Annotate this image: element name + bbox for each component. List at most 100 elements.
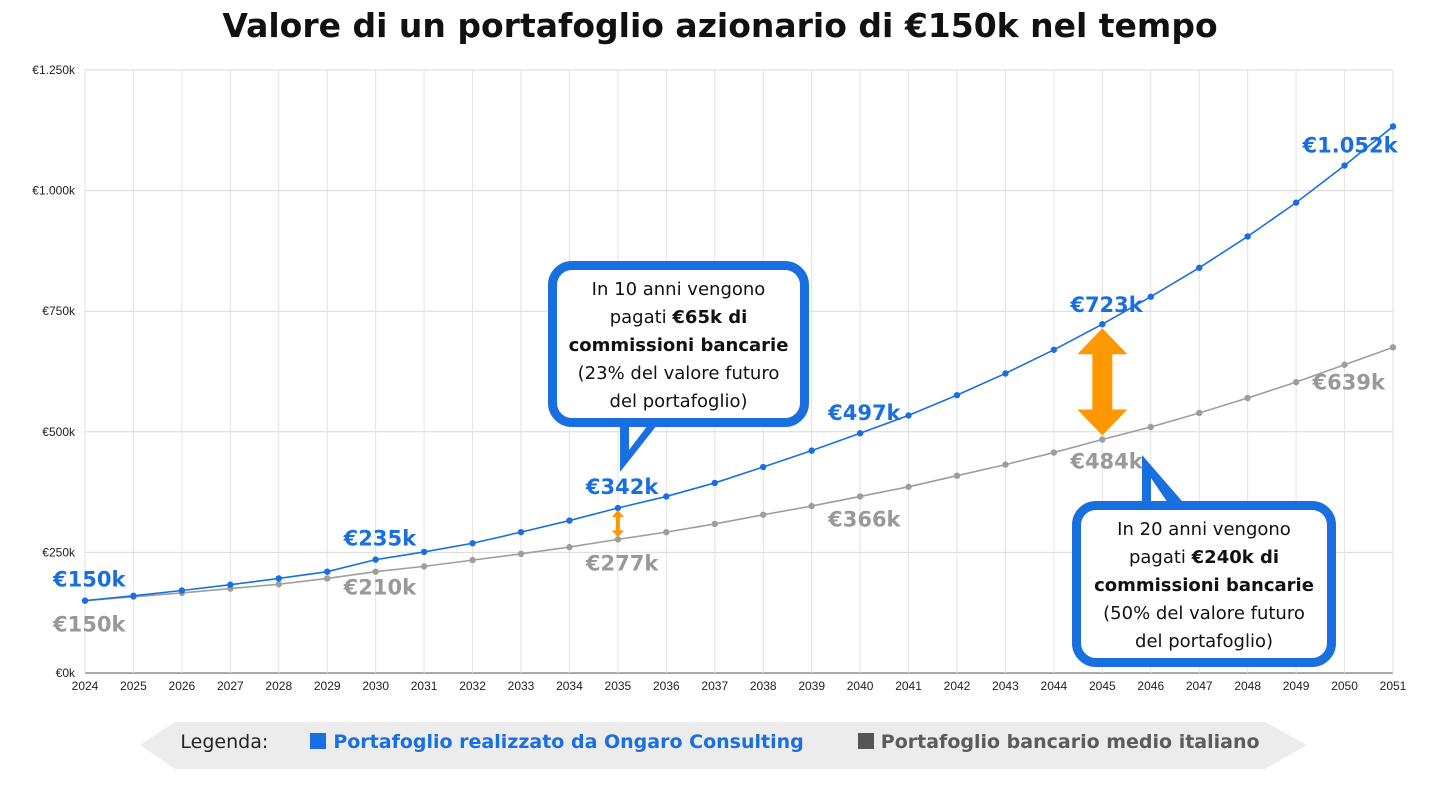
data-point [566,543,573,551]
data-point [1002,370,1009,377]
data-point [905,483,912,490]
data-point [760,511,767,518]
data-point [1099,436,1106,443]
data-point [1292,199,1300,206]
data-point [420,548,428,556]
x-tick-label: 2047 [1186,679,1213,693]
callout-20-years: In 20 anni vengono pagati €240k di commi… [1072,501,1336,667]
y-tick-label: €0k [56,666,76,680]
x-tick-label: 2025 [120,679,147,693]
data-point [614,536,622,543]
callout-10-line4: (23% del valore futuro [577,363,780,384]
x-tick-label: 2045 [1089,679,1116,693]
data-point [614,504,622,512]
gap-arrow [611,510,624,538]
data-point [1147,293,1154,300]
data-point [1341,361,1348,368]
gap-arrow [1077,328,1128,436]
legend: Legenda: Portafoglio realizzato da Ongar… [0,730,1440,753]
data-point [808,447,815,454]
x-tick-label: 2037 [701,679,728,693]
x-tick-label: 2046 [1137,679,1164,693]
callout-20-line5: del portafoglio) [1135,631,1273,652]
chart-title: Valore di un portafoglio azionario di €1… [222,6,1218,45]
data-label: €277k [585,551,659,575]
x-tick-label: 2027 [217,679,244,693]
data-point [953,472,961,479]
x-tick-label: 2036 [653,679,680,693]
callout-20-line3: commissioni bancarie [1094,575,1314,596]
data-label: €639k [1312,371,1386,395]
x-tick-label: 2028 [265,679,292,693]
callout-20-line2: pagati €240k di [1128,547,1280,568]
data-point [81,597,89,604]
legend-item-bancario: Portafoglio bancario medio italiano [857,731,1260,753]
legend-item-ongaro: Portafoglio realizzato da Ongaro Consult… [310,731,804,753]
x-tick-label: 2050 [1331,679,1358,693]
data-point [905,412,912,419]
data-point [1099,321,1106,328]
data-point [517,550,525,558]
data-point [1389,344,1397,351]
data-point [1196,264,1203,271]
callout-20-line4: (50% del valore futuro [1103,603,1305,624]
series-line-0 [84,125,1394,602]
data-point [1002,461,1009,468]
series-lines [81,123,1397,604]
x-tick-label: 2032 [459,679,486,693]
series-line-1 [84,346,1394,602]
data-point [711,520,718,528]
data-point [275,581,282,588]
legend-title: Legenda: [180,730,269,753]
data-label: €497k [827,401,901,425]
x-tick-label: 2029 [314,679,341,693]
data-point [1244,233,1251,240]
data-point [227,581,234,588]
x-axis-ticks: 2024 2025 2026 2027 2028 2029 2030 2031 2032 2033… [72,679,1407,693]
data-point [663,528,670,536]
y-axis-ticks: €0k €250k €500k €750k €1.000k €1.250k [32,63,76,680]
y-tick-label: €750k [42,304,76,318]
x-tick-label: 2039 [798,679,825,693]
data-point [808,502,815,510]
x-tick-label: 2040 [847,679,874,693]
data-point [1196,409,1203,417]
data-point [324,575,331,582]
callout-10-line2: pagati €65k di [609,307,748,328]
x-tick-label: 2043 [992,679,1019,693]
data-point [324,568,331,575]
legend-background [140,722,1307,769]
data-point [760,463,767,471]
data-point [1341,162,1348,169]
x-tick-label: 2038 [750,679,777,693]
data-label: €210k [343,576,417,600]
y-tick-label: €250k [42,545,76,559]
data-label: €150k [52,568,126,592]
data-point [130,592,137,600]
data-label: €342k [585,475,659,499]
data-point [1244,394,1251,402]
data-point [420,563,428,570]
chart-grid [84,69,1394,674]
callout-20-line1: In 20 anni vengono [1117,519,1291,540]
callout-10-line5: del portafoglio) [609,391,748,412]
data-point [856,493,864,500]
x-tick-label: 2035 [605,679,632,693]
data-point [275,575,282,582]
data-point [1050,346,1058,353]
x-tick-label: 2031 [411,679,438,693]
legend-swatch-gray [857,732,874,749]
x-tick-label: 2051 [1380,679,1407,693]
x-tick-label: 2024 [72,679,99,693]
data-label: €366k [827,507,901,531]
callout-tail-10-inner [629,425,648,450]
data-point [517,528,525,536]
data-point [469,540,476,547]
x-tick-label: 2026 [169,679,196,693]
data-label: €484k [1069,450,1143,474]
data-point [953,391,961,399]
gap-arrows [611,328,1128,538]
data-label: €723k [1069,293,1143,317]
data-label: €1.052k [1302,134,1399,158]
